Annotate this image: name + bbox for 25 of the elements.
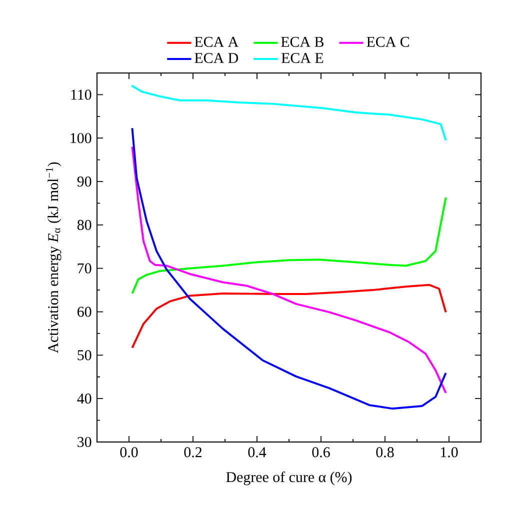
legend-label: ECA B bbox=[281, 36, 324, 47]
y-tick-label: 60 bbox=[78, 306, 92, 317]
y-axis-title: Activation energy E$_{α}$ (kJ mol$^{−1}$) bbox=[46, 162, 62, 354]
x-tick-label: 0.8 bbox=[376, 447, 394, 458]
y-tick-label: 80 bbox=[77, 220, 92, 230]
x-tick-label: 0.2 bbox=[184, 447, 202, 458]
line-series bbox=[131, 284, 447, 349]
line-series bbox=[130, 84, 447, 142]
line-series bbox=[131, 196, 447, 295]
x-axis-title: Degree of cure α (%) bbox=[226, 471, 352, 486]
x-tick-label: 0.6 bbox=[312, 447, 330, 458]
y-tick-label: 70 bbox=[78, 263, 92, 274]
y-tick-label: 100 bbox=[70, 133, 92, 144]
y-tick-label: 30 bbox=[78, 436, 92, 448]
y-tick-label: 40 bbox=[77, 394, 92, 404]
x-tick-label: 0.4 bbox=[248, 447, 266, 458]
y-tick-label: 50 bbox=[78, 350, 92, 360]
legend-label: ECA E bbox=[282, 52, 324, 64]
legend-label: ECA C bbox=[366, 36, 410, 47]
x-tick-label: 1.0 bbox=[440, 447, 458, 458]
y-tick-label: 110 bbox=[71, 90, 92, 100]
x-tick-label: 0.0 bbox=[120, 447, 138, 458]
legend-label: ECA A bbox=[194, 36, 238, 47]
y-tick-label: 90 bbox=[77, 176, 92, 187]
legend-label: ECA D bbox=[194, 52, 238, 64]
